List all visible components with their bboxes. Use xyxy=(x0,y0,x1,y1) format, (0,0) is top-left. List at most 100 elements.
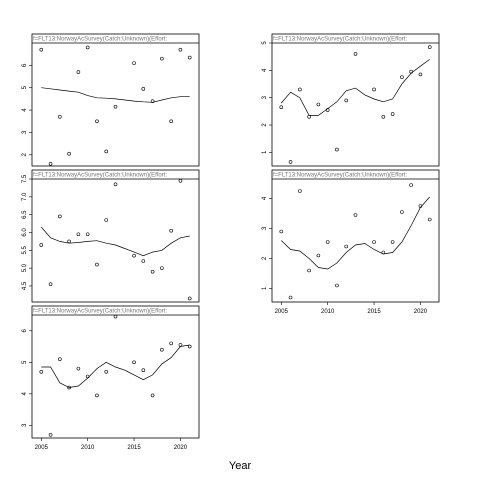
y-tick-label: 5 xyxy=(22,360,28,364)
data-point xyxy=(178,343,183,347)
data-point xyxy=(160,266,164,270)
data-point xyxy=(178,178,183,183)
data-point xyxy=(187,296,192,301)
data-point xyxy=(67,151,71,156)
data-point xyxy=(409,183,413,187)
y-tick-label: 3 xyxy=(262,226,268,230)
y-tick-label: 4 xyxy=(262,196,268,200)
data-point xyxy=(427,45,432,49)
data-point xyxy=(58,214,62,219)
data-point xyxy=(427,217,432,222)
x-tick-label: 2010 xyxy=(81,445,95,451)
y-tick-label: 6 xyxy=(22,328,28,332)
panel-frame xyxy=(31,169,200,303)
panel-4: f=FLT13:NorwayAcSurvey(Catch:Unknown)(Ef… xyxy=(262,169,440,315)
data-point xyxy=(85,232,90,237)
data-point xyxy=(353,52,358,56)
data-point xyxy=(187,344,192,349)
data-point xyxy=(58,115,62,119)
data-point xyxy=(390,240,395,244)
y-tick-label: 5.0 xyxy=(22,263,28,272)
data-point xyxy=(160,347,164,352)
panel-strip-label: f=FLT13:NorwayAcSurvey(Catch:Unknown)(Ef… xyxy=(273,37,407,43)
panel-strip-label: f=FLT13:NorwayAcSurvey(Catch:Unknown)(Ef… xyxy=(33,37,167,43)
data-point xyxy=(39,369,44,374)
data-point xyxy=(288,295,293,300)
data-point xyxy=(39,47,44,52)
x-tick-label: 2005 xyxy=(275,309,289,315)
fitted-line xyxy=(281,196,430,270)
data-point xyxy=(335,147,339,152)
data-point xyxy=(307,268,311,273)
y-tick-label: 4 xyxy=(22,392,28,396)
y-tick-label: 6 xyxy=(22,63,28,67)
data-point xyxy=(169,228,173,233)
data-point xyxy=(316,102,321,107)
data-point xyxy=(169,341,173,346)
data-point xyxy=(95,119,99,124)
y-tick-label: 2 xyxy=(262,123,268,127)
data-point xyxy=(150,269,155,274)
y-tick-label: 1 xyxy=(262,150,268,154)
data-point xyxy=(381,115,386,119)
panel-strip-label: f=FLT13:NorwayAcSurvey(Catch:Unknown)(Ef… xyxy=(33,309,167,315)
fitted-line xyxy=(281,59,430,116)
data-point xyxy=(76,232,81,237)
data-point xyxy=(58,357,62,361)
data-point xyxy=(344,244,349,249)
y-tick-label: 2 xyxy=(262,256,268,260)
data-point xyxy=(353,213,358,217)
data-point xyxy=(132,253,136,258)
data-point xyxy=(409,69,413,74)
data-point xyxy=(372,87,376,92)
data-point xyxy=(95,393,99,398)
data-point xyxy=(85,45,90,50)
data-point xyxy=(85,374,90,379)
data-point xyxy=(141,259,146,263)
y-tick-label: 5 xyxy=(262,41,268,45)
panel-strip-label: f=FLT13:NorwayAcSurvey(Catch:Unknown)(Ef… xyxy=(273,173,407,179)
data-point xyxy=(76,70,81,74)
panel-1: f=FLT13:NorwayAcSurvey(Catch:Unknown)(Ef… xyxy=(22,33,200,167)
data-point xyxy=(335,283,339,288)
data-point xyxy=(150,99,155,103)
y-tick-label: 4 xyxy=(22,108,28,112)
y-tick-label: 7.0 xyxy=(22,192,28,201)
x-tick-label: 2015 xyxy=(127,445,141,451)
data-point xyxy=(132,61,136,65)
data-point xyxy=(316,253,321,258)
data-point xyxy=(344,98,349,103)
panel-frame xyxy=(271,33,440,167)
x-tick-label: 2020 xyxy=(174,445,188,451)
data-point xyxy=(381,250,386,255)
data-point xyxy=(104,149,109,154)
data-point xyxy=(325,108,330,112)
panel-frame xyxy=(31,33,200,167)
fitted-line xyxy=(41,344,190,388)
data-point xyxy=(67,239,71,244)
data-point xyxy=(48,433,53,437)
y-tick-label: 1 xyxy=(262,286,268,290)
y-tick-label: 4 xyxy=(262,68,268,72)
panel-3: f=FLT13:NorwayAcSurvey(Catch:Unknown)(Ef… xyxy=(22,169,200,303)
data-point xyxy=(390,112,395,116)
y-tick-label: 7.5 xyxy=(22,174,28,183)
data-point xyxy=(113,104,118,109)
data-point xyxy=(150,393,155,398)
data-point xyxy=(187,55,192,60)
data-point xyxy=(113,314,118,319)
data-point xyxy=(104,218,109,222)
y-tick-label: 5.5 xyxy=(22,245,28,254)
data-point xyxy=(418,72,423,77)
data-point xyxy=(141,368,146,372)
data-point xyxy=(67,385,71,390)
data-point xyxy=(141,87,146,91)
x-tick-label: 2020 xyxy=(414,309,428,315)
y-tick-label: 5 xyxy=(22,85,28,89)
data-point xyxy=(132,360,136,365)
y-tick-label: 6.5 xyxy=(22,210,28,219)
panel-2: f=FLT13:NorwayAcSurvey(Catch:Unknown)(Ef… xyxy=(262,33,440,167)
fitted-line xyxy=(41,87,190,103)
data-point xyxy=(113,182,118,187)
